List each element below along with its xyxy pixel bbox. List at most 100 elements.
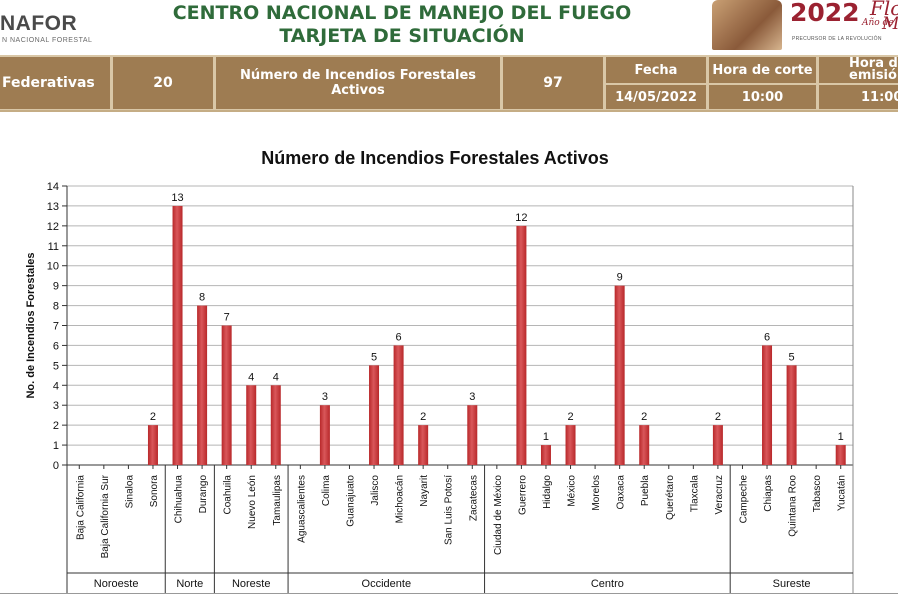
- data-label: 2: [715, 411, 721, 423]
- y-tick-label: 14: [47, 181, 59, 193]
- bar: [614, 285, 625, 465]
- data-label: 2: [420, 411, 426, 423]
- bar: [712, 425, 723, 465]
- data-label: 2: [641, 411, 647, 423]
- y-tick-label: 7: [53, 321, 59, 333]
- federativas-value: 20: [113, 57, 213, 109]
- y-tick-label: 5: [53, 360, 59, 372]
- y-tick-label: 4: [53, 380, 59, 392]
- category-label: Quintana Roo: [788, 475, 799, 537]
- chart-title: Número de Incendios Forestales Activos: [261, 148, 609, 168]
- data-label: 3: [322, 391, 328, 403]
- hora-corte-value: 10:00: [709, 85, 816, 109]
- category-label: México: [567, 475, 578, 507]
- category-label: Baja California: [75, 475, 86, 540]
- bar: [172, 205, 183, 465]
- category-label: Yucatán: [837, 475, 848, 511]
- category-label: Durango: [198, 475, 209, 514]
- bar: [762, 345, 773, 465]
- bar: [786, 365, 797, 465]
- bar: [319, 405, 330, 465]
- data-label: 7: [224, 312, 230, 324]
- category-label: Coahuila: [223, 475, 234, 515]
- data-label: 3: [469, 391, 475, 403]
- data-label: 8: [199, 292, 205, 304]
- badge-flo: Flo: [870, 0, 898, 20]
- bar: [835, 445, 846, 465]
- data-label: 13: [171, 192, 183, 204]
- y-tick-label: 1: [53, 440, 59, 452]
- data-label: 2: [150, 411, 156, 423]
- hora-emision-label-line1: Hora d: [849, 57, 898, 71]
- category-label: Hidalgo: [542, 475, 553, 509]
- header: NAFOR N NACIONAL FORESTAL CENTRO NACIONA…: [0, 0, 898, 54]
- bar: [270, 385, 281, 465]
- group-label: Centro: [591, 578, 624, 590]
- hora-emision-label-line2: emisió: [849, 68, 897, 83]
- logo: NAFOR: [0, 12, 78, 35]
- category-label: Colima: [321, 475, 332, 507]
- category-label: Tabasco: [812, 475, 823, 513]
- footer-divider: [0, 593, 898, 594]
- bar: [639, 425, 650, 465]
- bar: [221, 325, 232, 465]
- group-label: Norte: [176, 578, 203, 590]
- y-tick-label: 3: [53, 400, 59, 412]
- category-label: Tlaxcala: [689, 475, 700, 513]
- category-label: Veracruz: [714, 475, 725, 514]
- fecha-label: Fecha: [606, 57, 706, 83]
- category-label: Chiapas: [763, 475, 774, 512]
- bar: [467, 405, 478, 465]
- logo-subtitle: N NACIONAL FORESTAL: [2, 37, 93, 44]
- commemorative-badge: 2022 Flo Año de Ma PRECURSOR DE LA REVOL…: [708, 0, 898, 52]
- badge-precursor: PRECURSOR DE LA REVOLUCIÓN: [792, 36, 882, 42]
- category-label: Zacatecas: [468, 475, 479, 521]
- y-tick-label: 6: [53, 340, 59, 352]
- federativas-label: Federativas: [0, 57, 110, 109]
- data-label: 2: [567, 411, 573, 423]
- bar: [540, 445, 551, 465]
- data-label: 5: [789, 351, 795, 363]
- category-label: Puebla: [640, 475, 651, 507]
- y-tick-label: 12: [47, 221, 59, 233]
- y-tick-label: 2: [53, 420, 59, 432]
- y-tick-label: 9: [53, 281, 59, 293]
- category-label: Campeche: [738, 475, 749, 524]
- category-label: Sonora: [149, 475, 160, 508]
- bar: [516, 225, 527, 465]
- data-label: 12: [515, 212, 527, 224]
- page-subtitle: TARJETA DE SITUACIÓN: [279, 25, 525, 47]
- category-label: Baja California Sur: [100, 474, 111, 558]
- category-label: Querétaro: [665, 475, 676, 520]
- bar: [147, 425, 158, 465]
- y-axis-label: No. de Incendios Forestales: [25, 252, 37, 398]
- badge-year: 2022: [790, 0, 860, 27]
- category-label: Morelos: [591, 475, 602, 511]
- bar: [565, 425, 576, 465]
- y-tick-label: 10: [47, 261, 59, 273]
- data-label: 6: [764, 331, 770, 343]
- badge-ma: Ma: [882, 14, 898, 34]
- badge-anio: Año de: [862, 18, 894, 28]
- data-label: 1: [543, 431, 549, 443]
- group-label: Noroeste: [94, 578, 139, 590]
- group-label: Noreste: [232, 578, 271, 590]
- data-label: 6: [396, 331, 402, 343]
- category-label: Tamaulipas: [272, 475, 283, 526]
- info-bar: Federativas 20 Número de Incendios Fores…: [0, 55, 898, 110]
- bar: [393, 345, 404, 465]
- hora-corte-label: Hora de corte: [709, 57, 816, 83]
- category-label: Guerrero: [517, 475, 528, 515]
- portrait-image: [712, 0, 782, 50]
- divider: [0, 110, 898, 112]
- y-tick-label: 11: [48, 241, 59, 253]
- category-label: Chihuahua: [174, 475, 185, 524]
- category-label: Jalisco: [370, 475, 381, 506]
- category-label: Nuevo León: [247, 475, 258, 529]
- data-label: 1: [838, 431, 844, 443]
- bar: [246, 385, 257, 465]
- page-title: CENTRO NACIONAL DE MANEJO DEL FUEGO: [172, 2, 632, 24]
- group-label: Sureste: [773, 578, 811, 590]
- data-label: 4: [248, 371, 254, 383]
- category-label: Nayarit: [419, 475, 430, 507]
